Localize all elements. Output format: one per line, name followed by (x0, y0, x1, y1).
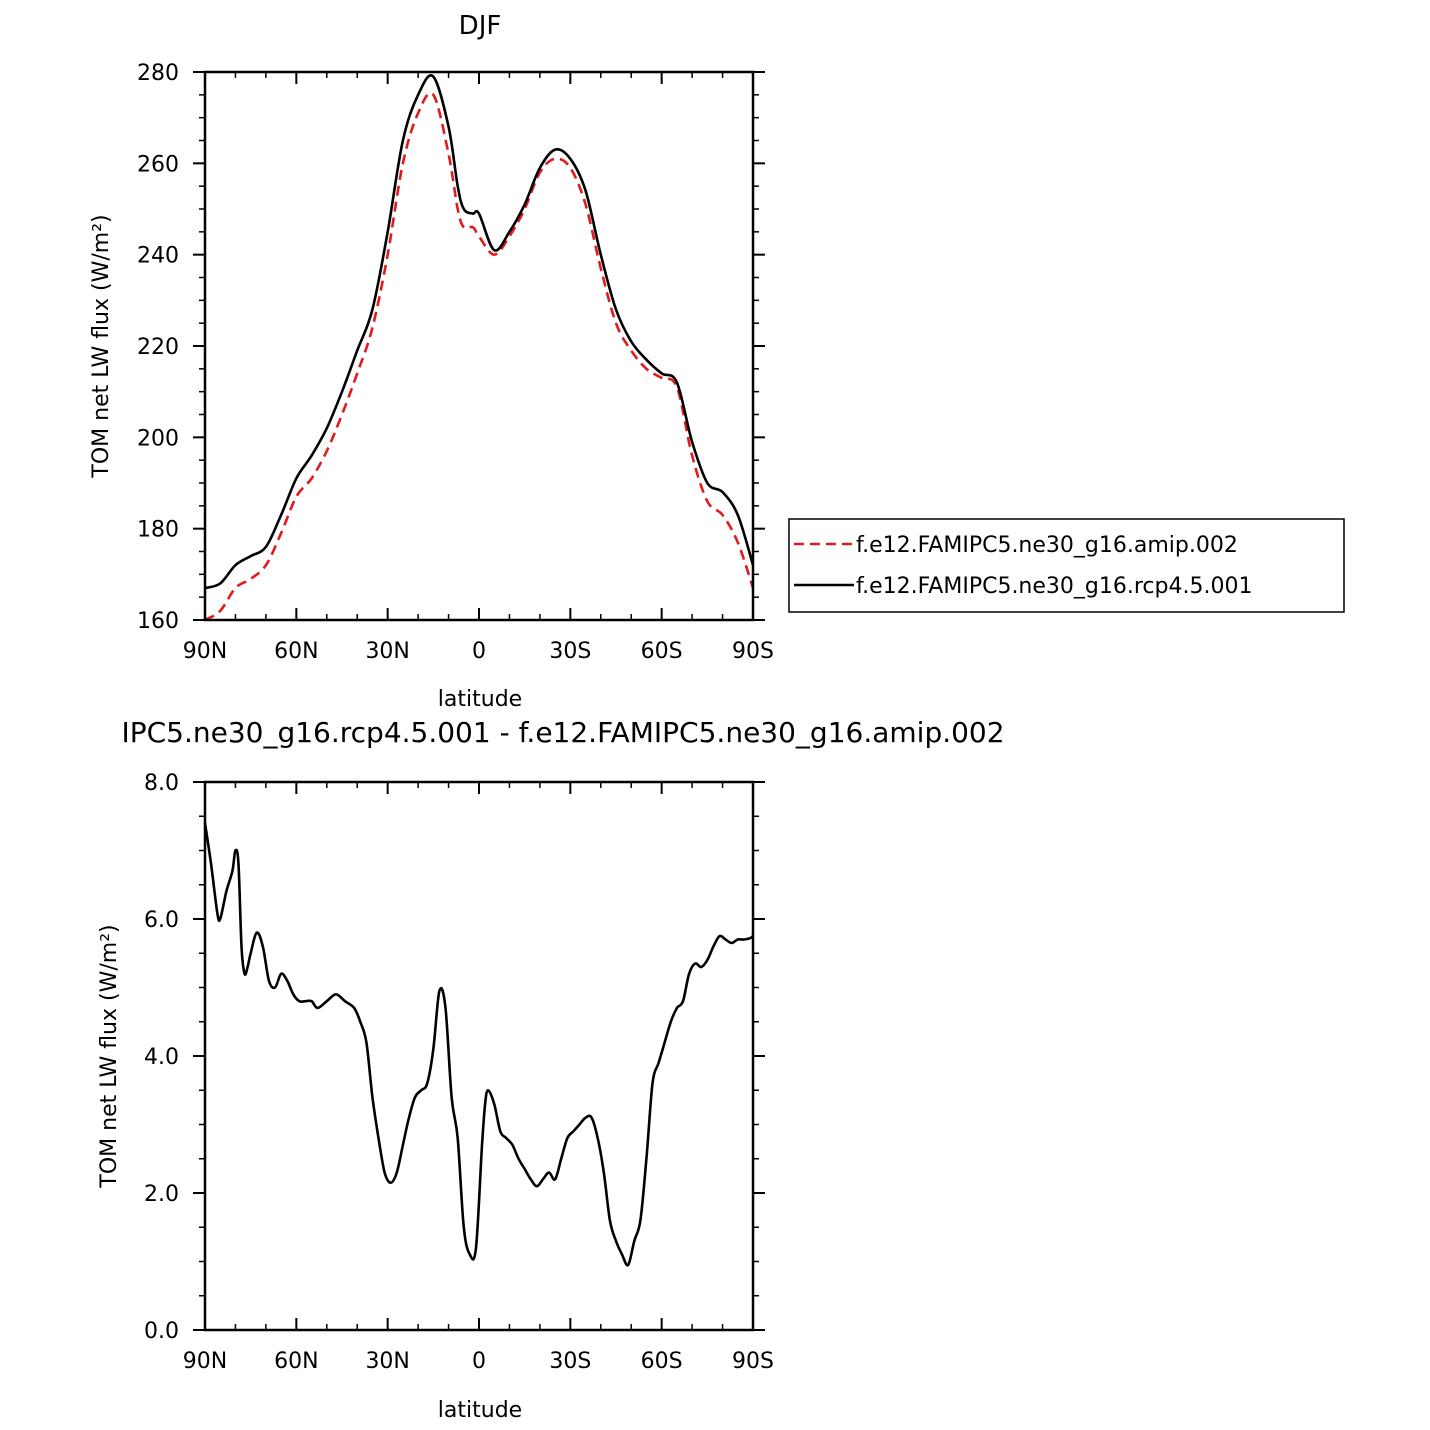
top-y-tick-label: 180 (137, 518, 179, 543)
legend-box (788, 518, 1345, 613)
top-x-tick-label: 60S (641, 639, 683, 664)
bottom-x-tick-label: 60N (274, 1349, 318, 1374)
top-y-tick-label: 280 (137, 61, 179, 86)
bottom-x-tick-label: 90S (732, 1349, 774, 1374)
legend-label-rcp: f.e12.FAMIPC5.ne30_g16.rcp4.5.001 (856, 574, 1252, 599)
top-x-tick-label: 30N (365, 639, 409, 664)
bottom-x-tick-label: 30N (365, 1349, 409, 1374)
bottom-y-tick-label: 2.0 (144, 1182, 179, 1207)
bottom-y-tick-label: 4.0 (144, 1045, 179, 1070)
legend-label-amip: f.e12.FAMIPC5.ne30_g16.amip.002 (856, 533, 1238, 558)
legend: f.e12.FAMIPC5.ne30_g16.amip.002 f.e12.FA… (788, 518, 1345, 613)
top-x-tick-label: 60N (274, 639, 318, 664)
top-panel: DJF 90N 60N 30N 0 30S 60S 90S 160 180 200 220 240 26… (89, 11, 1345, 712)
top-y-tick-label: 160 (137, 609, 179, 634)
bottom-x-tick-label: 60S (641, 1349, 683, 1374)
bottom-series-line-0 (203, 822, 754, 1267)
bottom-x-axis-label: latitude (438, 1398, 522, 1423)
bottom-x-tick-label: 90N (183, 1349, 227, 1374)
top-y-axis-label: TOM net LW flux (W/m²) (89, 214, 114, 478)
top-title: DJF (459, 11, 502, 41)
bottom-y-tick-label: 0.0 (144, 1319, 179, 1344)
bottom-y-tick-label: 6.0 (144, 908, 179, 933)
top-y-tick-label: 240 (137, 244, 179, 269)
top-series-line-1 (204, 74, 755, 590)
bottom-y-axis-label: TOM net LW flux (W/m²) (97, 924, 122, 1188)
bottom-panel: IPC5.ne30_g16.rcp4.5.001 - f.e12.FAMIPC5… (97, 716, 1005, 1423)
top-plot-frame (203, 70, 755, 622)
top-x-tick-label: 90N (183, 639, 227, 664)
top-series-line-0 (204, 91, 755, 622)
top-x-axis-label: latitude (438, 687, 522, 712)
bottom-x-tick-label: 0 (472, 1349, 486, 1374)
bottom-x-tick-label: 30S (549, 1349, 591, 1374)
top-x-tick-label: 0 (472, 639, 486, 664)
bottom-plot-frame (203, 780, 755, 1332)
bottom-title: IPC5.ne30_g16.rcp4.5.001 - f.e12.FAMIPC5… (121, 716, 1004, 749)
bottom-y-tick-label: 8.0 (144, 771, 179, 796)
top-y-tick-label: 200 (137, 426, 179, 451)
top-y-tick-label: 260 (137, 152, 179, 177)
top-y-tick-label: 220 (137, 335, 179, 360)
top-x-tick-label: 30S (549, 639, 591, 664)
top-x-tick-label: 90S (732, 639, 774, 664)
